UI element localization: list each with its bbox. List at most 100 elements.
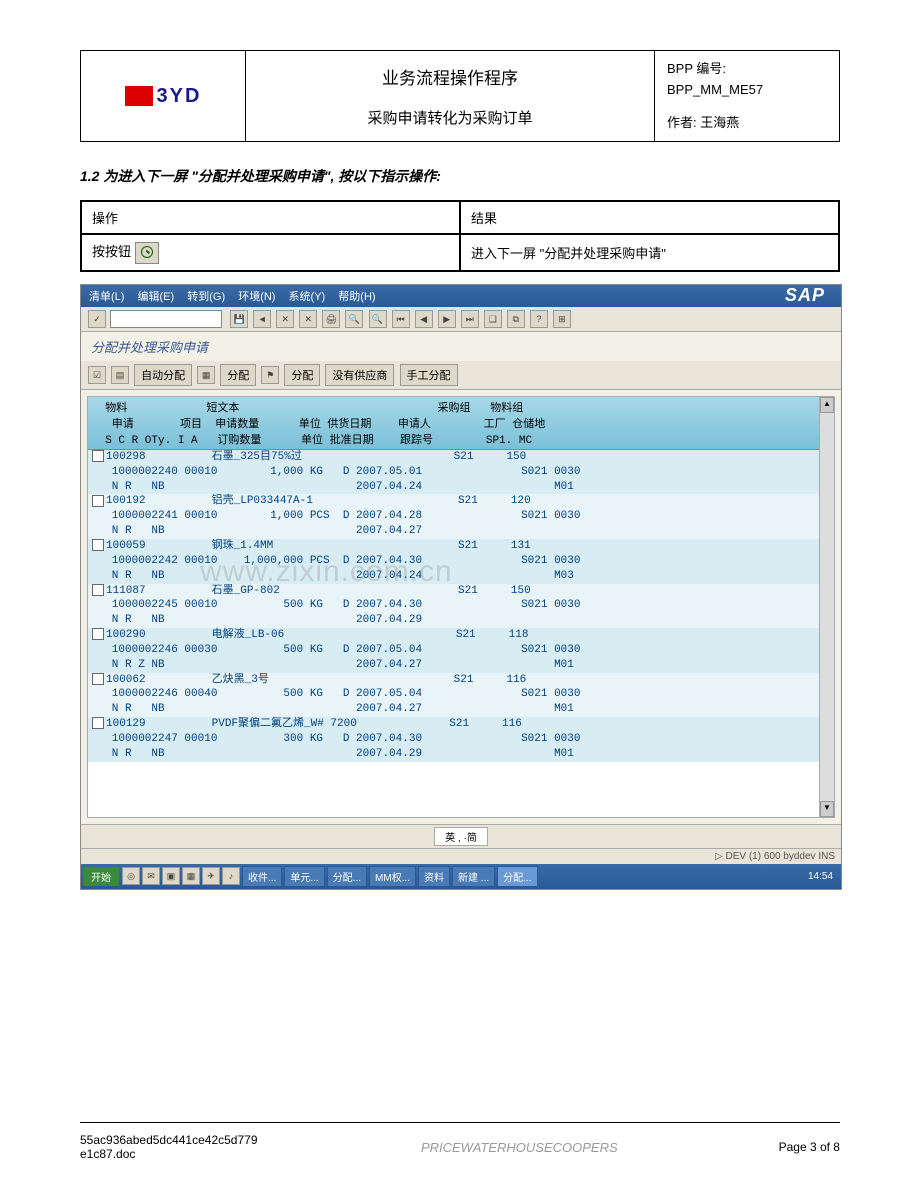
byd-logo: 3YD [125, 85, 202, 108]
status-text: DEV (1) 600 byddev INS [726, 851, 836, 862]
menu-item[interactable]: 环境(N) [238, 291, 275, 303]
windows-taskbar: 开始 ◎ ✉ ▣ ▦ ✈ ♪ 收件... 单元... 分配... MM权... … [81, 864, 841, 889]
auto-assign-button[interactable]: 自动分配 [134, 364, 192, 386]
section-heading: 1.2 为进入下一屏 "分配并处理采购申请", 按以下指示操作: [80, 166, 840, 186]
author-label: 作者: [667, 115, 697, 130]
scroll-down-icon[interactable]: ▼ [820, 801, 834, 817]
menu-item[interactable]: 系统(Y) [289, 291, 326, 303]
taskbar-clock: 14:54 [802, 871, 839, 882]
last-page-icon[interactable]: ⏭ [461, 310, 479, 328]
doc-title: 业务流程操作程序 [258, 64, 642, 89]
footer-doc-name: 55ac936abed5dc441ce42c5d779e1c87.doc [80, 1133, 260, 1161]
assign-button-2[interactable]: 分配 [284, 364, 320, 386]
vertical-scrollbar[interactable]: ▲ ▼ [819, 397, 834, 817]
logo-text: 3YD [157, 85, 202, 108]
shortcut-icon[interactable]: ⧉ [507, 310, 525, 328]
grid-row[interactable]: 100129 PVDF聚偏二氟乙烯_W# 7200 S21 116 100000… [88, 717, 820, 762]
grid-row[interactable]: 100290 电解液_LB-06 S21 118 1000002246 0003… [88, 628, 820, 673]
ime-bar: 英 , ·简 [81, 824, 841, 848]
grid-icon[interactable]: ▦ [197, 366, 215, 384]
sap-app-toolbar: ☑ ▤ 自动分配 ▦ 分配 ⚑ 分配 没有供应商 手工分配 [81, 361, 841, 390]
quick-launch-icon[interactable]: ✈ [202, 867, 220, 885]
row-checkbox[interactable] [92, 495, 104, 507]
menu-item[interactable]: 编辑(E) [138, 291, 175, 303]
row-checkbox[interactable] [92, 584, 104, 596]
menu-item[interactable]: 帮助(H) [338, 291, 375, 303]
document-header-table: 3YD 业务流程操作程序 采购申请转化为采购订单 BPP 编号: BPP_MM_… [80, 50, 840, 142]
select-icon[interactable]: ☑ [88, 366, 106, 384]
taskbar-item[interactable]: MM权... [369, 866, 416, 887]
doc-subtitle: 采购申请转化为采购订单 [258, 107, 642, 128]
prev-page-icon[interactable]: ◀ [415, 310, 433, 328]
find-next-icon[interactable]: 🔍 [369, 310, 387, 328]
bpp-code: BPP_MM_ME57 [667, 82, 763, 97]
title-cell: 业务流程操作程序 采购申请转化为采购订单 [246, 51, 655, 142]
menu-item[interactable]: 转到(G) [187, 291, 225, 303]
page-footer: 55ac936abed5dc441ce42c5d779e1c87.doc PRI… [80, 1122, 840, 1161]
taskbar-item[interactable]: 新建 ... [452, 866, 495, 887]
sap-logo: SAP [785, 285, 825, 306]
enter-icon[interactable]: ✓ [88, 310, 106, 328]
action-table: 操作 结果 按按钮 进入下一屏 "分配并处理采购申请" [80, 200, 840, 272]
exit-icon[interactable]: ✕ [276, 310, 294, 328]
quick-launch-icon[interactable]: ◎ [122, 867, 140, 885]
sap-menubar: 清单(L) 编辑(E) 转到(G) 环境(N) 系统(Y) 帮助(H) SAP [81, 285, 841, 307]
taskbar-item-active[interactable]: 分配... [497, 866, 537, 887]
row-checkbox[interactable] [92, 717, 104, 729]
row-checkbox[interactable] [92, 450, 104, 462]
command-field[interactable] [110, 310, 222, 328]
row-checkbox[interactable] [92, 673, 104, 685]
start-button[interactable]: 开始 [83, 867, 119, 886]
manual-assign-button[interactable]: 手工分配 [400, 364, 458, 386]
scroll-up-icon[interactable]: ▲ [820, 397, 834, 413]
cancel-icon[interactable]: ✕ [299, 310, 317, 328]
bpp-label: BPP 编号: [667, 61, 726, 76]
ime-status[interactable]: 英 , ·简 [434, 827, 488, 846]
layout-icon[interactable]: ⊞ [553, 310, 571, 328]
logo-cell: 3YD [81, 51, 246, 142]
grid-row[interactable]: 100062 乙炔黑_3号 S21 116 1000002246 00040 5… [88, 673, 820, 718]
result-col-header: 结果 [460, 201, 839, 234]
find-icon[interactable]: 🔍 [345, 310, 363, 328]
row-checkbox[interactable] [92, 628, 104, 640]
menu-item[interactable]: 清单(L) [89, 291, 124, 303]
help-icon[interactable]: ? [530, 310, 548, 328]
taskbar-item[interactable]: 收件... [242, 866, 282, 887]
grid-row[interactable]: 100298 石墨_325目75%过 S21 150 1000002240 00… [88, 450, 820, 495]
grid-header: 物料 短文本 采购组 物料组 申请 项目 申请数量 单位 供货日期 申请人 工厂… [88, 397, 820, 450]
sap-statusbar: ▷ DEV (1) 600 byddev INS [81, 848, 841, 864]
print-icon[interactable]: 🖨 [322, 310, 340, 328]
first-page-icon[interactable]: ⏮ [392, 310, 410, 328]
taskbar-item[interactable]: 分配... [327, 866, 367, 887]
grid-row[interactable]: 100059 钢珠_1.4MM S21 131 1000002242 00010… [88, 539, 820, 584]
back-icon[interactable]: ◄ [253, 310, 271, 328]
quick-launch-icon[interactable]: ▦ [182, 867, 200, 885]
quick-launch-icon[interactable]: ♪ [222, 867, 240, 885]
new-session-icon[interactable]: ❏ [484, 310, 502, 328]
action-cell: 按按钮 [81, 234, 460, 271]
assign-button[interactable]: 分配 [220, 364, 256, 386]
grid-row[interactable]: 100192 铝壳_LP033447A-1 S21 120 1000002241… [88, 494, 820, 539]
execute-icon [135, 242, 159, 264]
flag-icon[interactable]: ⚑ [261, 366, 279, 384]
grid-row[interactable]: 111087 石墨_GP-802 S21 150 1000002245 0001… [88, 584, 820, 629]
pwc-logo: PRICEWATERHOUSECOOPERS [421, 1140, 618, 1155]
sap-list-grid: 物料 短文本 采购组 物料组 申请 项目 申请数量 单位 供货日期 申请人 工厂… [87, 396, 835, 818]
action-text: 按按钮 [92, 244, 131, 259]
row-checkbox[interactable] [92, 539, 104, 551]
next-page-icon[interactable]: ▶ [438, 310, 456, 328]
list-icon[interactable]: ▤ [111, 366, 129, 384]
taskbar-item[interactable]: 单元... [284, 866, 324, 887]
quick-launch-icon[interactable]: ▣ [162, 867, 180, 885]
quick-launch-icon[interactable]: ✉ [142, 867, 160, 885]
no-vendor-button[interactable]: 没有供应商 [325, 364, 394, 386]
info-cell: BPP 编号: BPP_MM_ME57 作者: 王海燕 [655, 51, 840, 142]
page-number: Page 3 of 8 [779, 1140, 840, 1154]
taskbar-item[interactable]: 资料 [418, 866, 450, 887]
save-icon[interactable]: 💾 [230, 310, 248, 328]
logo-red-block [125, 86, 153, 106]
sap-standard-toolbar: ✓ 💾 ◄ ✕ ✕ 🖨 🔍 🔍 ⏮ ◀ ▶ ⏭ ❏ ⧉ ? ⊞ [81, 307, 841, 332]
author-name: 王海燕 [700, 115, 739, 130]
sap-screen-title: 分配并处理采购申请 [81, 332, 841, 361]
result-cell: 进入下一屏 "分配并处理采购申请" [460, 234, 839, 271]
